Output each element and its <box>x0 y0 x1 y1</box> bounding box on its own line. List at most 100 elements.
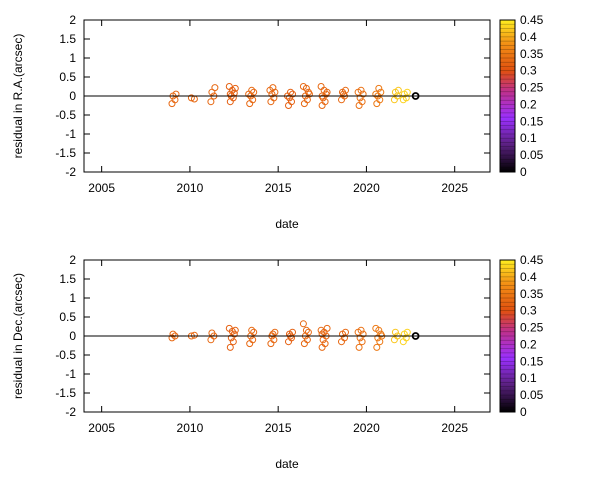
dec-colorbar-tick-label: 0.4 <box>520 270 537 284</box>
dec-point <box>269 330 277 338</box>
dec-x-tick-label: 2005 <box>88 421 115 435</box>
dec-colorbar-tick-label: 0.45 <box>520 253 544 267</box>
dec-colorbar-tick-label: 0 <box>520 405 527 419</box>
ra-y-tick-label: 0 <box>69 89 76 103</box>
ra-colorbar-tick-label: 0.05 <box>520 148 544 162</box>
dec-y-tick-label: 1 <box>69 291 76 305</box>
ra-y-axis-label: residual in R.A.(arcsec) <box>11 34 25 159</box>
dec-colorbar-tick-label: 0.1 <box>520 371 537 385</box>
ra-y-tick-label: 1 <box>69 51 76 65</box>
dec-x-ticks: 2005 2010 2015 2020 2025 <box>88 260 468 435</box>
dec-point <box>169 330 177 338</box>
dec-y-tick-label: 1.5 <box>59 272 76 286</box>
dec-point <box>372 324 380 332</box>
ra-colorbar-tick-label: 0.35 <box>520 47 544 61</box>
ra-point <box>321 98 329 106</box>
ra-point <box>403 88 411 96</box>
ra-point <box>207 98 215 106</box>
ra-x-ticks: 2005 2010 2015 2020 2025 <box>88 20 468 195</box>
ra-colorbar-tick-label: 0.2 <box>520 97 537 111</box>
ra-point <box>288 98 295 106</box>
ra-point <box>305 90 313 98</box>
dec-point <box>229 338 237 346</box>
ra-point <box>249 96 257 104</box>
dec-point <box>321 340 329 348</box>
ra-point <box>340 90 347 98</box>
dec-y-tick-label: -0.5 <box>55 348 76 362</box>
dec-point <box>250 328 258 336</box>
dec-point <box>299 320 307 328</box>
ra-point <box>394 86 402 94</box>
ra-x-axis-label: date <box>275 217 299 231</box>
ra-y-ticks: -2 -1.5 -1 -0.5 0 0.5 1 1.5 2 <box>55 13 490 179</box>
ra-colorbar-gradient <box>500 20 515 172</box>
dec-data-points <box>168 320 420 351</box>
ra-y-tick-label: -1.5 <box>55 146 76 160</box>
ra-x-tick-label: 2025 <box>441 181 468 195</box>
dec-point <box>303 336 311 344</box>
ra-y-tick-label: 1.5 <box>59 32 76 46</box>
dec-colorbar-frame <box>499 259 516 413</box>
dec-point <box>342 328 349 336</box>
dec-colorbar-tick-label: 0.2 <box>520 337 537 351</box>
dec-x-axis-label: date <box>275 457 299 471</box>
ra-point <box>375 84 383 92</box>
ra-data-points <box>168 83 420 109</box>
dec-colorbar-tick-label: 0.3 <box>520 304 537 318</box>
ra-colorbar-tick-label: 0.3 <box>520 64 537 78</box>
dec-point <box>302 326 310 334</box>
dec-point <box>304 328 312 336</box>
dec-y-tick-label: -1.5 <box>55 386 76 400</box>
ra-y-tick-label: 2 <box>69 13 76 27</box>
ra-point <box>317 83 325 90</box>
dec-point <box>317 326 325 334</box>
dec-point <box>225 324 233 332</box>
dec-y-tick-label: 0 <box>69 329 76 343</box>
dec-point <box>271 328 279 336</box>
ra-x-tick-label: 2015 <box>265 181 292 195</box>
dec-point <box>231 326 239 334</box>
dec-point <box>190 331 198 339</box>
ra-residual-panel: 2005 2010 2015 2020 2025 -2 -1.5 -1 -0.5 0 0.5 1 1.… <box>11 13 544 231</box>
ra-colorbar-tick-label: 0 <box>520 165 527 179</box>
dec-colorbar-tick-label: 0.35 <box>520 287 544 301</box>
dec-residual-panel: 2005 2010 2015 2020 2025 -2 -1.5 -1 -0.5 0 0.5 1 1.… <box>11 253 544 471</box>
dec-point <box>373 343 381 351</box>
dec-x-tick-label: 2020 <box>353 421 380 435</box>
ra-point <box>358 98 366 106</box>
ra-colorbar-frame <box>499 19 516 173</box>
ra-colorbar-tick-label: 0.45 <box>520 13 544 27</box>
dec-colorbar-tick-label: 0.15 <box>520 354 544 368</box>
ra-y-tick-label: 0.5 <box>59 70 76 84</box>
dec-x-tick-label: 2010 <box>177 421 204 435</box>
dec-x-tick-label: 2025 <box>441 421 468 435</box>
ra-y-tick-label: -2 <box>65 165 76 179</box>
ra-point <box>354 88 362 96</box>
dec-colorbar-tick-label: 0.05 <box>520 388 544 402</box>
ra-point <box>187 94 195 102</box>
dec-point <box>403 328 411 336</box>
dec-point <box>289 328 296 336</box>
dec-y-tick-label: -2 <box>65 405 76 419</box>
ra-colorbar-tick-label: 0.1 <box>520 131 537 145</box>
ra-x-tick-label: 2010 <box>177 181 204 195</box>
dec-point <box>323 324 331 332</box>
dec-y-tick-label: 2 <box>69 253 76 267</box>
dec-colorbar-gradient <box>500 260 515 412</box>
dec-point <box>248 326 256 334</box>
ra-point <box>266 86 274 94</box>
ra-point <box>376 96 384 104</box>
ra-point <box>323 88 331 96</box>
ra-colorbar-tick-label: 0.4 <box>520 30 537 44</box>
ra-point <box>225 83 233 90</box>
ra-point <box>342 86 349 94</box>
dec-point <box>249 336 257 344</box>
ra-colorbar: 0 0.05 0.1 0.15 0.2 0.25 0.3 0.35 0.4 0.45 <box>499 13 544 179</box>
ra-point <box>211 84 219 92</box>
ra-colorbar-tick-label: 0.25 <box>520 81 544 95</box>
ra-y-tick-label: -1 <box>65 127 76 141</box>
ra-y-tick-label: -0.5 <box>55 108 76 122</box>
ra-colorbar-tick-label: 0.15 <box>520 114 544 128</box>
ra-point <box>372 90 380 98</box>
